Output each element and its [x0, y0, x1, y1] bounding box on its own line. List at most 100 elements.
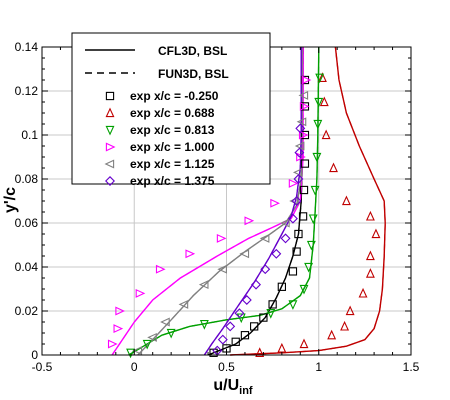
- data-point: [209, 348, 218, 357]
- data-point: [299, 185, 309, 195]
- data-point: [185, 249, 196, 259]
- series-line-fun3d: [137, 47, 303, 356]
- data-point: [298, 130, 309, 140]
- data-point: [115, 306, 126, 316]
- data-point: [294, 229, 303, 239]
- data-point: [113, 324, 124, 334]
- data-point: [234, 308, 245, 319]
- data-point: [259, 233, 270, 243]
- data-point: [231, 337, 240, 346]
- data-point: [329, 162, 338, 173]
- legend-label: exp x/c = -0.250: [130, 89, 219, 103]
- data-point: [292, 167, 303, 177]
- x-tick-label: -0.5: [32, 360, 53, 374]
- data-point: [345, 305, 355, 316]
- y-tick-label: 0: [31, 348, 38, 362]
- x-axis-label-subscript: inf: [239, 385, 253, 397]
- data-point: [199, 320, 209, 330]
- legend-label: exp x/c = 1.375: [130, 174, 215, 188]
- data-point: [287, 213, 298, 224]
- x-tick-label: 0.5: [218, 360, 235, 374]
- data-point: [280, 233, 291, 244]
- data-point: [147, 332, 157, 342]
- data-point: [340, 320, 350, 331]
- data-point: [239, 249, 250, 259]
- data-point: [225, 321, 236, 332]
- series-line-fun3d: [207, 46, 304, 356]
- y-tick-label: 0.12: [15, 84, 39, 98]
- data-point: [244, 216, 255, 226]
- data-point: [299, 284, 309, 295]
- y-tick-label: 0.02: [15, 304, 39, 318]
- data-point: [277, 282, 286, 291]
- data-point: [178, 299, 189, 309]
- legend-series: exp x/c = -0.250 exp x/c = 0.688 exp x/c =…: [104, 89, 219, 188]
- legend-marker: [105, 107, 115, 118]
- y-axis-label: y'/c: [2, 187, 19, 213]
- data-point: [300, 75, 310, 85]
- legend: CFL3D, BSL FUN3D, BSL exp x/c = -0.250ex…: [71, 32, 271, 188]
- y-tick-label: 0.14: [15, 40, 39, 54]
- legend-marker: [105, 142, 116, 152]
- x-tick-label: 1: [315, 360, 322, 374]
- y-tick-label: 0.04: [15, 260, 39, 274]
- data-point: [107, 339, 118, 349]
- data-point: [293, 174, 304, 184]
- data-point: [266, 309, 276, 319]
- data-point: [306, 240, 316, 251]
- data-point: [304, 262, 314, 273]
- data-point: [288, 300, 298, 310]
- data-point: [280, 218, 290, 228]
- series-lines: [111, 46, 386, 356]
- legend-label: exp x/c = 0.688: [130, 106, 215, 120]
- data-point: [166, 328, 176, 339]
- y-tick-label: 0.08: [15, 172, 39, 186]
- data-point: [255, 347, 265, 357]
- y-tick-label: 0.06: [15, 216, 39, 230]
- data-point: [308, 214, 318, 225]
- data-point: [310, 185, 320, 196]
- data-point: [217, 264, 227, 274]
- legend-cfl3d-label: CFL3D, BSL: [158, 44, 227, 58]
- data-point: [241, 295, 252, 305]
- series-line-fun3d: [203, 47, 302, 356]
- data-point: [298, 90, 309, 100]
- legend-label: exp x/c = 0.813: [130, 123, 215, 137]
- data-point: [291, 196, 302, 206]
- data-point: [142, 339, 152, 350]
- series-line-fun3d: [111, 47, 304, 356]
- data-point: [327, 329, 337, 340]
- data-point: [198, 280, 209, 290]
- data-point: [294, 141, 305, 151]
- data-point: [299, 338, 309, 349]
- data-point: [299, 101, 310, 111]
- data-point: [319, 96, 329, 107]
- data-point: [132, 346, 143, 356]
- data-point: [259, 313, 268, 322]
- data-point: [313, 119, 323, 130]
- legend-marker: [105, 91, 115, 101]
- x-axis-label: u/Uinf: [213, 377, 253, 397]
- tick-labels: -0.5 0 0.5 1 1.500.020.040.060.080.10.120.14: [15, 40, 420, 374]
- data-point: [321, 129, 331, 140]
- y-tick-label: 0.1: [21, 128, 38, 142]
- data-point: [288, 267, 298, 276]
- x-axis-label-main: u/U: [213, 377, 239, 394]
- data-point: [300, 159, 310, 168]
- legend-fun3d-label: FUN3D, BSL: [158, 67, 229, 81]
- data-point: [301, 75, 312, 85]
- x-tick-label: 1.5: [403, 360, 420, 374]
- data-point: [251, 279, 261, 290]
- data-point: [216, 233, 227, 243]
- data-point: [295, 123, 306, 134]
- legend-marker: [105, 125, 115, 136]
- data-point: [135, 288, 146, 298]
- data-point: [288, 178, 299, 188]
- legend-label: exp x/c = 1.000: [130, 140, 215, 154]
- data-point: [365, 268, 375, 278]
- data-point: [314, 97, 324, 108]
- data-point: [317, 72, 327, 82]
- data-point: [358, 287, 368, 298]
- data-point: [240, 331, 250, 340]
- data-point: [250, 322, 259, 331]
